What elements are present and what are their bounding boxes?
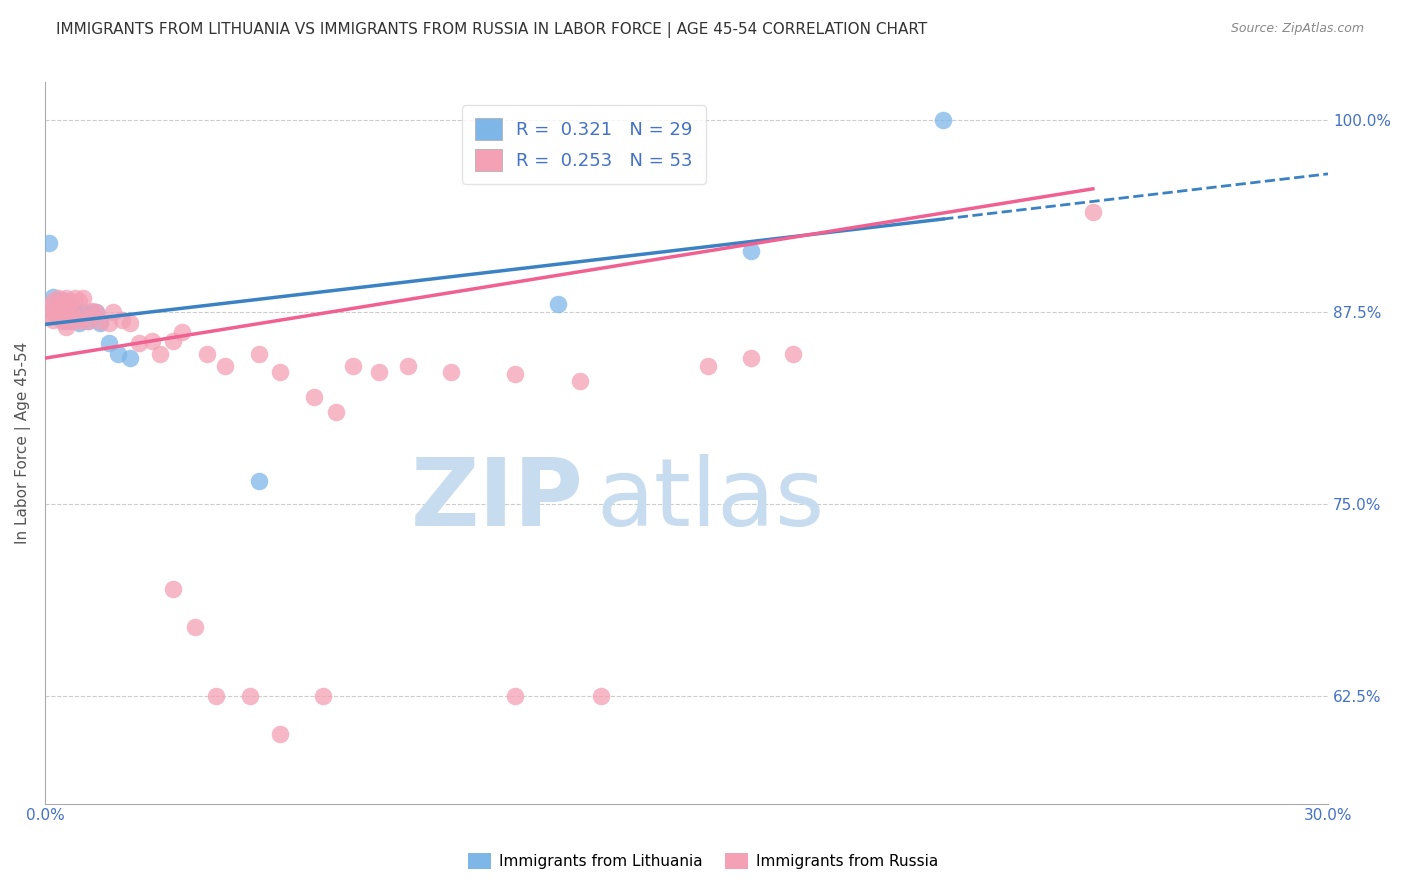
Point bbox=[304, 390, 326, 404]
Point bbox=[89, 314, 111, 328]
Point bbox=[51, 293, 73, 307]
Point bbox=[38, 301, 60, 315]
Point bbox=[170, 325, 193, 339]
Point bbox=[72, 310, 94, 324]
Point bbox=[128, 335, 150, 350]
Point bbox=[51, 311, 73, 326]
Y-axis label: In Labor Force | Age 45-54: In Labor Force | Age 45-54 bbox=[15, 342, 31, 544]
Point bbox=[72, 305, 94, 319]
Point bbox=[46, 310, 69, 324]
Point bbox=[51, 294, 73, 309]
Point bbox=[67, 316, 90, 330]
Point bbox=[103, 305, 125, 319]
Point bbox=[46, 294, 69, 309]
Point bbox=[325, 405, 347, 419]
Point bbox=[98, 316, 121, 330]
Point bbox=[367, 365, 389, 379]
Legend: R =  0.321   N = 29, R =  0.253   N = 53: R = 0.321 N = 29, R = 0.253 N = 53 bbox=[463, 105, 706, 184]
Point bbox=[505, 689, 527, 703]
Point bbox=[568, 374, 591, 388]
Text: atlas: atlas bbox=[596, 454, 825, 547]
Point bbox=[120, 316, 142, 330]
Point bbox=[932, 113, 955, 128]
Text: Source: ZipAtlas.com: Source: ZipAtlas.com bbox=[1230, 22, 1364, 36]
Point bbox=[342, 359, 364, 373]
Point bbox=[111, 312, 134, 326]
Point bbox=[247, 474, 270, 488]
Point bbox=[239, 689, 262, 703]
Point bbox=[42, 305, 65, 319]
Point bbox=[46, 301, 69, 315]
Point bbox=[55, 299, 77, 313]
Point bbox=[80, 303, 103, 318]
Point bbox=[59, 314, 82, 328]
Point bbox=[98, 335, 121, 350]
Point bbox=[162, 334, 184, 349]
Point bbox=[205, 689, 228, 703]
Point bbox=[269, 727, 291, 741]
Point bbox=[1081, 205, 1104, 219]
Point bbox=[149, 346, 172, 360]
Point bbox=[67, 294, 90, 309]
Point bbox=[59, 305, 82, 319]
Point bbox=[51, 303, 73, 318]
Point bbox=[440, 365, 463, 379]
Point bbox=[214, 359, 236, 373]
Point bbox=[46, 305, 69, 319]
Point bbox=[107, 346, 129, 360]
Legend: Immigrants from Lithuania, Immigrants from Russia: Immigrants from Lithuania, Immigrants fr… bbox=[463, 847, 943, 875]
Text: IMMIGRANTS FROM LITHUANIA VS IMMIGRANTS FROM RUSSIA IN LABOR FORCE | AGE 45-54 C: IMMIGRANTS FROM LITHUANIA VS IMMIGRANTS … bbox=[56, 22, 928, 38]
Point bbox=[42, 312, 65, 326]
Point bbox=[740, 244, 762, 258]
Point bbox=[505, 367, 527, 381]
Point bbox=[197, 346, 219, 360]
Point bbox=[84, 305, 107, 319]
Point bbox=[63, 310, 86, 324]
Point bbox=[63, 310, 86, 324]
Point bbox=[59, 301, 82, 315]
Point bbox=[247, 346, 270, 360]
Point bbox=[162, 582, 184, 596]
Point bbox=[42, 290, 65, 304]
Point bbox=[67, 314, 90, 328]
Point bbox=[269, 365, 291, 379]
Point bbox=[38, 310, 60, 324]
Point bbox=[55, 307, 77, 321]
Point bbox=[46, 291, 69, 305]
Point bbox=[55, 291, 77, 305]
Point bbox=[398, 359, 420, 373]
Point bbox=[46, 301, 69, 315]
Point bbox=[55, 310, 77, 324]
Point bbox=[84, 305, 107, 319]
Point bbox=[59, 312, 82, 326]
Point bbox=[141, 334, 163, 349]
Point bbox=[740, 351, 762, 366]
Point bbox=[76, 314, 98, 328]
Point bbox=[42, 294, 65, 309]
Point bbox=[55, 314, 77, 328]
Point bbox=[59, 294, 82, 309]
Point bbox=[696, 359, 718, 373]
Point bbox=[42, 303, 65, 318]
Point bbox=[55, 301, 77, 315]
Point bbox=[55, 320, 77, 334]
Point bbox=[312, 689, 335, 703]
Text: ZIP: ZIP bbox=[411, 454, 583, 547]
Point bbox=[51, 314, 73, 328]
Point bbox=[63, 303, 86, 318]
Point bbox=[51, 303, 73, 318]
Point bbox=[183, 620, 205, 634]
Point bbox=[589, 689, 612, 703]
Point bbox=[80, 305, 103, 319]
Point bbox=[120, 351, 142, 366]
Point bbox=[72, 291, 94, 305]
Point bbox=[63, 291, 86, 305]
Point bbox=[76, 314, 98, 328]
Point bbox=[38, 235, 60, 250]
Point bbox=[547, 297, 569, 311]
Point bbox=[782, 346, 804, 360]
Point bbox=[89, 316, 111, 330]
